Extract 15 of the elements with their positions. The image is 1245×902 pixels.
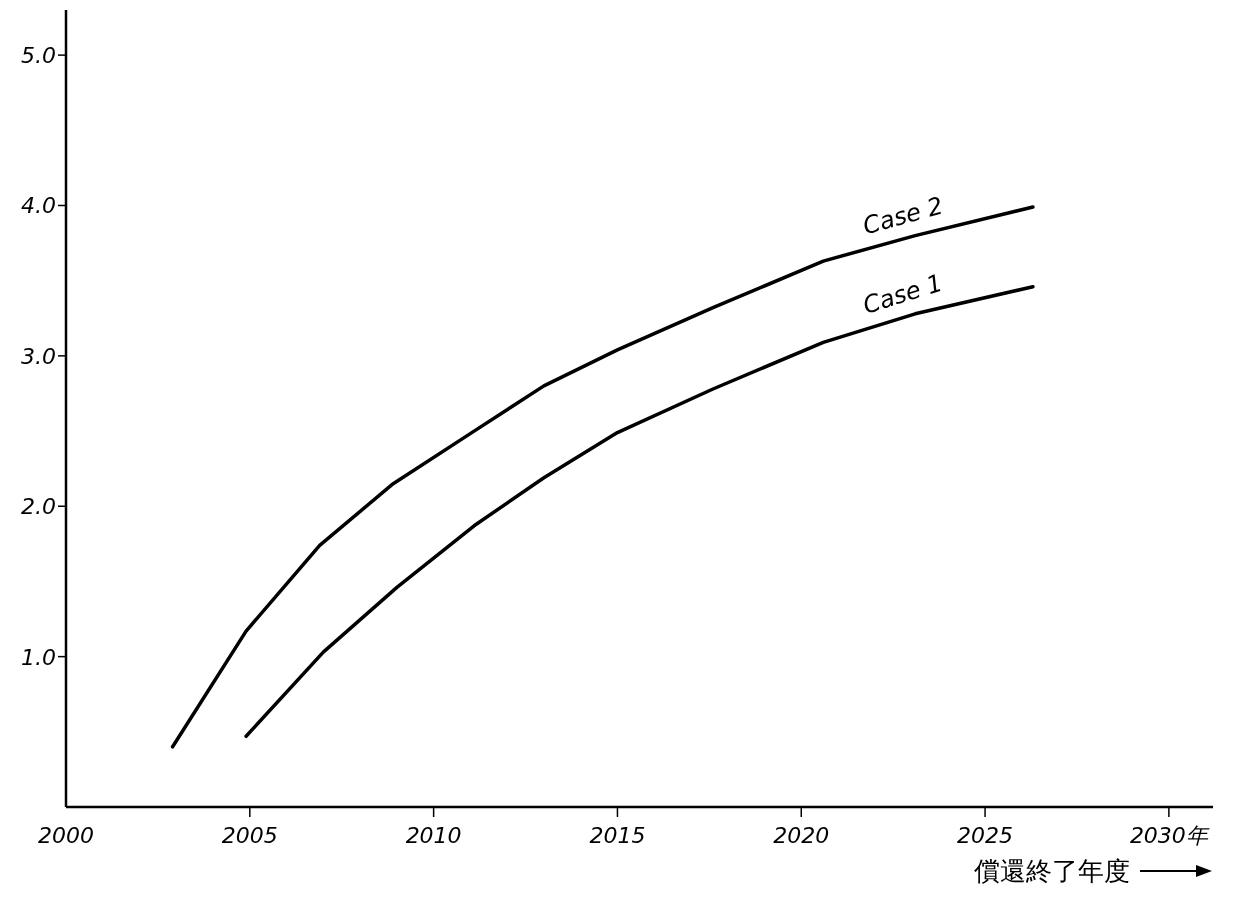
text: Case 2	[860, 191, 947, 241]
x-tick-label: 2000	[38, 823, 94, 848]
text: Case 1	[859, 268, 946, 320]
y-tick-label: 4.0	[21, 193, 56, 219]
x-tick-label: 2025	[957, 823, 1014, 848]
y-tick-label: 3.0	[21, 343, 56, 369]
y-tick-label: 2.0	[21, 494, 56, 520]
x-tick-label: 2020	[773, 823, 830, 848]
x-tick-label: 2005	[221, 823, 278, 848]
x-tick-label: 2010	[405, 823, 462, 848]
y-tick-label: 1.0	[21, 644, 56, 670]
y-tick-label: 5.0	[21, 43, 56, 69]
x-axis-title: 償還終了年度	[974, 856, 1130, 886]
x-tick-label: 2030年	[1129, 823, 1210, 848]
x-tick-label: 2015	[589, 823, 646, 848]
